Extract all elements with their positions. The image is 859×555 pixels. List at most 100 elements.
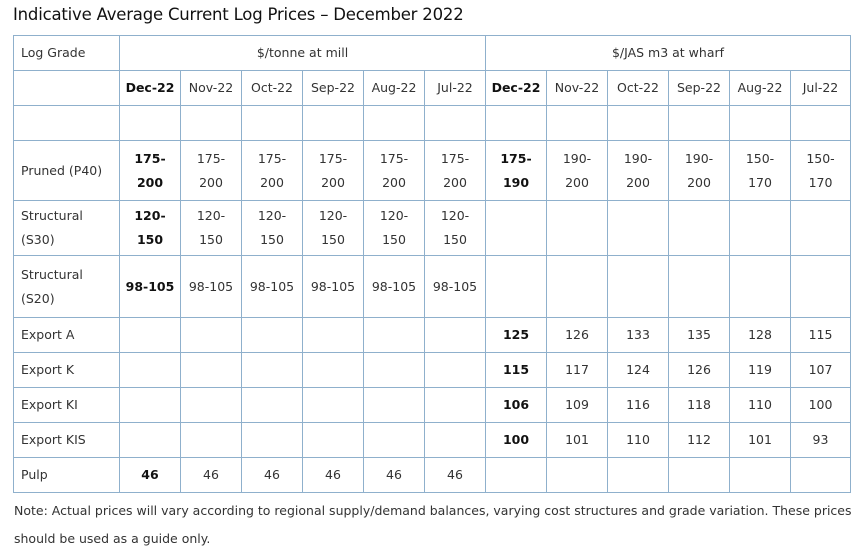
mill-price-cell bbox=[302, 317, 364, 353]
table-row: Pruned (P40) 175- 200 175- 200 175- 200 175- 200… bbox=[13, 140, 851, 201]
mill-price-cell bbox=[180, 352, 242, 388]
blank-cell bbox=[13, 105, 120, 141]
grade-cell: Pulp bbox=[13, 457, 120, 493]
mill-price-cell bbox=[424, 387, 486, 423]
blank-cell bbox=[729, 105, 791, 141]
blank-cell bbox=[119, 105, 181, 141]
mill-price-cell: 120- 150 bbox=[424, 200, 486, 256]
mill-price-cell bbox=[119, 422, 181, 458]
wharf-price-cell: 126 bbox=[668, 352, 730, 388]
wharf-price-cell: 124 bbox=[607, 352, 669, 388]
mill-price-cell: 98-105 bbox=[119, 255, 181, 318]
wharf-price-cell: 117 bbox=[546, 352, 608, 388]
wharf-price-cell: 106 bbox=[485, 387, 547, 423]
wharf-price-cell bbox=[546, 255, 608, 318]
mill-price-cell bbox=[302, 352, 364, 388]
wharf-price-cell: 125 bbox=[485, 317, 547, 353]
wharf-price-cell: 135 bbox=[668, 317, 730, 353]
blank-cell bbox=[790, 105, 851, 141]
grade-cell: Export KIS bbox=[13, 422, 120, 458]
wharf-price-cell bbox=[485, 255, 547, 318]
grade-cell: Pruned (P40) bbox=[13, 140, 120, 201]
mill-price-cell bbox=[302, 422, 364, 458]
mill-price-cell bbox=[119, 352, 181, 388]
mill-price-cell: 98-105 bbox=[424, 255, 486, 318]
table-row: Export K 115 117 124 126 119 107 bbox=[13, 352, 851, 388]
wharf-price-cell bbox=[668, 255, 730, 318]
wharf-price-cell: 101 bbox=[546, 422, 608, 458]
group-header-row: Log Grade $/tonne at mill $/JAS m3 at wh… bbox=[13, 35, 851, 71]
wharf-price-cell: 115 bbox=[790, 317, 851, 353]
wharf-price-cell bbox=[607, 200, 669, 256]
blank-cell bbox=[485, 105, 547, 141]
mill-price-cell bbox=[363, 317, 425, 353]
table-row: Pulp 46 46 46 46 46 46 bbox=[13, 457, 851, 493]
mill-price-cell: 120- 150 bbox=[180, 200, 242, 256]
wharf-price-cell: 115 bbox=[485, 352, 547, 388]
month-header-wharf: Sep-22 bbox=[668, 70, 730, 106]
wharf-price-cell: 112 bbox=[668, 422, 730, 458]
blank-cell bbox=[241, 105, 303, 141]
mill-price-cell bbox=[241, 317, 303, 353]
mill-price-cell: 46 bbox=[302, 457, 364, 493]
wharf-price-cell bbox=[790, 457, 851, 493]
blank-cell bbox=[363, 105, 425, 141]
mill-price-cell: 175- 200 bbox=[424, 140, 486, 201]
month-header-mill: Sep-22 bbox=[302, 70, 364, 106]
grade-cell: Export A bbox=[13, 317, 120, 353]
table-row: Export A 125 126 133 135 128 115 bbox=[13, 317, 851, 353]
month-header-mill: Oct-22 bbox=[241, 70, 303, 106]
wharf-price-cell: 190- 200 bbox=[668, 140, 730, 201]
wharf-price-cell: 100 bbox=[790, 387, 851, 423]
month-header-mill: Aug-22 bbox=[363, 70, 425, 106]
mill-price-cell: 175- 200 bbox=[363, 140, 425, 201]
mill-price-cell bbox=[180, 317, 242, 353]
table-row: Structural (S20) 98-105 98-105 98-105 98-105 9… bbox=[13, 255, 851, 318]
mill-price-cell: 46 bbox=[241, 457, 303, 493]
blank-row bbox=[13, 105, 851, 141]
mill-price-cell bbox=[180, 422, 242, 458]
mill-price-cell: 175- 200 bbox=[241, 140, 303, 201]
wharf-price-cell: 126 bbox=[546, 317, 608, 353]
wharf-price-group-header: $/JAS m3 at wharf bbox=[485, 35, 851, 71]
mill-price-cell bbox=[119, 387, 181, 423]
wharf-price-cell bbox=[790, 200, 851, 256]
wharf-price-cell: 107 bbox=[790, 352, 851, 388]
wharf-price-cell: 110 bbox=[607, 422, 669, 458]
wharf-price-cell: 100 bbox=[485, 422, 547, 458]
table-row: Structural (S30) 120- 150 120- 150 120- 150 120-… bbox=[13, 200, 851, 256]
wharf-price-cell: 128 bbox=[729, 317, 791, 353]
month-header-wharf: Aug-22 bbox=[729, 70, 791, 106]
mill-price-cell bbox=[363, 387, 425, 423]
table-row: Export KI 106 109 116 118 110 100 bbox=[13, 387, 851, 423]
mill-price-cell bbox=[302, 387, 364, 423]
month-header-wharf: Dec-22 bbox=[485, 70, 547, 106]
mill-price-cell bbox=[424, 317, 486, 353]
mill-price-cell bbox=[119, 317, 181, 353]
wharf-price-cell: 116 bbox=[607, 387, 669, 423]
wharf-price-cell: 110 bbox=[729, 387, 791, 423]
month-header-mill: Jul-22 bbox=[424, 70, 486, 106]
wharf-price-cell: 119 bbox=[729, 352, 791, 388]
table-row: Export KIS 100 101 110 112 101 93 bbox=[13, 422, 851, 458]
mill-price-cell: 46 bbox=[119, 457, 181, 493]
mill-price-cell bbox=[424, 422, 486, 458]
mill-price-cell: 46 bbox=[180, 457, 242, 493]
mill-price-cell: 98-105 bbox=[363, 255, 425, 318]
blank-cell bbox=[668, 105, 730, 141]
mill-price-cell bbox=[363, 422, 425, 458]
month-header-mill: Dec-22 bbox=[119, 70, 181, 106]
mill-price-cell bbox=[363, 352, 425, 388]
mill-price-cell: 98-105 bbox=[302, 255, 364, 318]
wharf-price-cell bbox=[546, 200, 608, 256]
wharf-price-cell bbox=[485, 200, 547, 256]
wharf-price-cell bbox=[668, 200, 730, 256]
wharf-price-cell bbox=[668, 457, 730, 493]
wharf-price-cell: 150- 170 bbox=[729, 140, 791, 201]
wharf-price-cell: 133 bbox=[607, 317, 669, 353]
month-header-wharf: Oct-22 bbox=[607, 70, 669, 106]
mill-price-cell: 46 bbox=[424, 457, 486, 493]
month-header-wharf: Nov-22 bbox=[546, 70, 608, 106]
wharf-price-cell bbox=[790, 255, 851, 318]
blank-cell bbox=[546, 105, 608, 141]
